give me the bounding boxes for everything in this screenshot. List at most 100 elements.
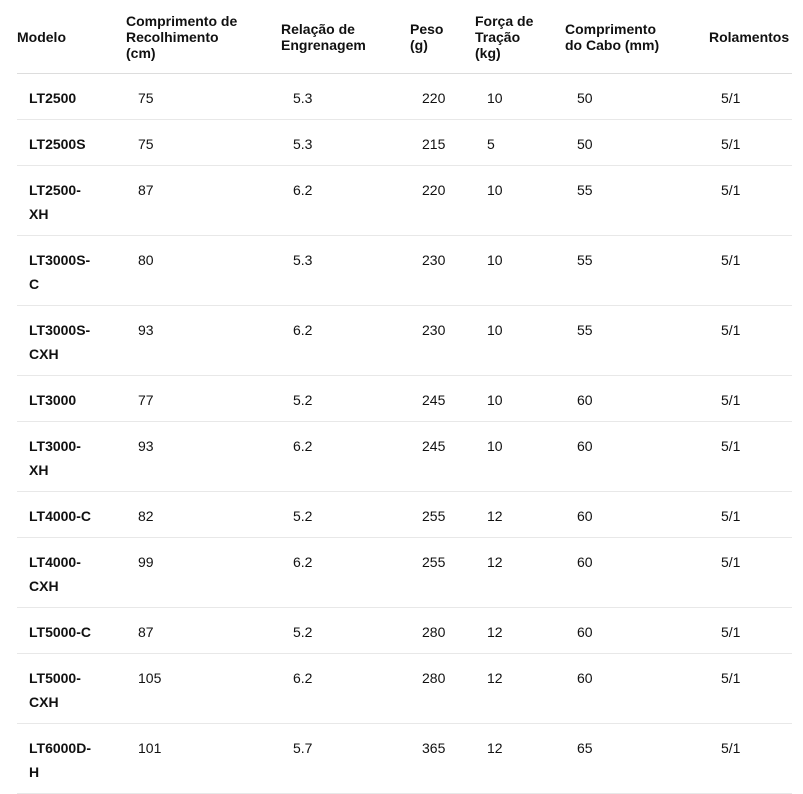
model-cell: LT5000-CXH: [17, 653, 126, 724]
value-cell: 5/1: [709, 73, 792, 120]
value-cell: 5/1: [709, 119, 792, 166]
value-cell: 65: [565, 723, 709, 794]
value-cell: 10: [475, 421, 565, 492]
model-cell: LT3000: [17, 375, 126, 422]
page: {"table": { "headers": [["Modelo"], ["Co…: [17, 0, 792, 794]
column-header: Rolamentos: [709, 0, 792, 74]
value-cell: 12: [475, 491, 565, 538]
value-cell: 365: [410, 723, 475, 794]
value-cell: 5/1: [709, 607, 792, 654]
table-body: LT2500 75 5.3 220 10 50 5/1 LT2500S 75 5.3 215 5 50 5…: [17, 73, 792, 794]
value-cell: 60: [565, 607, 709, 654]
value-cell: 6.2: [281, 537, 410, 608]
value-cell: 101: [126, 723, 281, 794]
value-cell: 6.2: [281, 653, 410, 724]
value-cell: 93: [126, 305, 281, 376]
value-cell: 6.2: [281, 421, 410, 492]
value-cell: 99: [126, 537, 281, 608]
table-row: LT2500 75 5.3 220 10 50 5/1: [17, 73, 792, 120]
value-cell: 60: [565, 375, 709, 422]
table-row: LT3000-XH 93 6.2 245 10 60 5/1: [17, 421, 792, 492]
value-cell: 5.7: [281, 723, 410, 794]
model-cell: LT2500: [17, 73, 126, 120]
header-line: Comprimento: [565, 20, 656, 37]
value-cell: 10: [475, 235, 565, 306]
model-cell: LT5000-C: [17, 607, 126, 654]
table-row: LT3000S-C 80 5.3 230 10 55 5/1: [17, 235, 792, 306]
table-row: LT2500S 75 5.3 215 5 50 5/1: [17, 119, 792, 166]
header-line: Comprimento de: [126, 12, 238, 29]
model-cell: LT6000D-H: [17, 723, 126, 794]
value-cell: 5.2: [281, 491, 410, 538]
value-cell: 55: [565, 235, 709, 306]
value-cell: 12: [475, 607, 565, 654]
value-cell: 60: [565, 537, 709, 608]
value-cell: 75: [126, 73, 281, 120]
header-line: Força de: [475, 12, 534, 29]
table-header: Modelo Comprimento de Recolhimento (cm) Rela…: [17, 0, 792, 74]
value-cell: 6.2: [281, 305, 410, 376]
model-cell: LT3000S-CXH: [17, 305, 126, 376]
value-cell: 5/1: [709, 235, 792, 306]
value-cell: 280: [410, 653, 475, 724]
value-cell: 5/1: [709, 165, 792, 236]
column-header: Comprimento de Recolhimento (cm): [126, 0, 281, 74]
value-cell: 10: [475, 305, 565, 376]
value-cell: 60: [565, 653, 709, 724]
header-line: do Cabo (mm): [565, 36, 660, 53]
model-cell: LT3000-XH: [17, 421, 126, 492]
column-header: Modelo: [17, 0, 126, 74]
value-cell: 55: [565, 305, 709, 376]
table-row: LT5000-C 87 5.2 280 12 60 5/1: [17, 607, 792, 654]
value-cell: 82: [126, 491, 281, 538]
table-row: LT4000-C 82 5.2 255 12 60 5/1: [17, 491, 792, 538]
value-cell: 255: [410, 491, 475, 538]
value-cell: 10: [475, 165, 565, 236]
value-cell: 245: [410, 375, 475, 422]
value-cell: 255: [410, 537, 475, 608]
value-cell: 230: [410, 235, 475, 306]
value-cell: 93: [126, 421, 281, 492]
header-line: Peso: [410, 20, 444, 37]
value-cell: 5: [475, 119, 565, 166]
model-cell: LT2500-XH: [17, 165, 126, 236]
value-cell: 87: [126, 607, 281, 654]
value-cell: 77: [126, 375, 281, 422]
header-line: (cm): [126, 44, 156, 61]
value-cell: 215: [410, 119, 475, 166]
value-cell: 50: [565, 119, 709, 166]
header-line: (g): [410, 36, 428, 53]
value-cell: 5/1: [709, 653, 792, 724]
value-cell: 5/1: [709, 537, 792, 608]
value-cell: 5.3: [281, 119, 410, 166]
column-header: Peso (g): [410, 0, 475, 74]
table-row: LT3000 77 5.2 245 10 60 5/1: [17, 375, 792, 422]
value-cell: 245: [410, 421, 475, 492]
table-row: LT4000-CXH 99 6.2 255 12 60 5/1: [17, 537, 792, 608]
value-cell: 230: [410, 305, 475, 376]
value-cell: 5.2: [281, 607, 410, 654]
value-cell: 55: [565, 165, 709, 236]
value-cell: 10: [475, 73, 565, 120]
value-cell: 5/1: [709, 491, 792, 538]
model-cell: LT2500S: [17, 119, 126, 166]
model-cell: LT4000-C: [17, 491, 126, 538]
value-cell: 5/1: [709, 723, 792, 794]
header-line: Relação de: [281, 20, 355, 37]
value-cell: 50: [565, 73, 709, 120]
header-line: (kg): [475, 44, 501, 61]
value-cell: 105: [126, 653, 281, 724]
value-cell: 280: [410, 607, 475, 654]
header-line: Tração: [475, 28, 521, 45]
value-cell: 10: [475, 375, 565, 422]
value-cell: 75: [126, 119, 281, 166]
value-cell: 220: [410, 165, 475, 236]
value-cell: 220: [410, 73, 475, 120]
table-row: LT6000D-H 101 5.7 365 12 65 5/1: [17, 723, 792, 794]
value-cell: 5/1: [709, 305, 792, 376]
column-header: Força de Tração (kg): [475, 0, 565, 74]
model-cell: LT4000-CXH: [17, 537, 126, 608]
column-header: Relação de Engrenagem: [281, 0, 410, 74]
header-line: Recolhimento: [126, 28, 219, 45]
value-cell: 80: [126, 235, 281, 306]
